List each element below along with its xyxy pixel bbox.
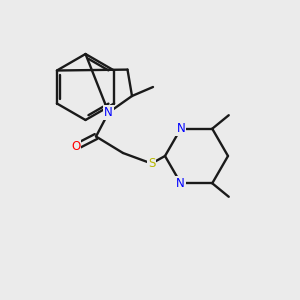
Text: S: S [148, 157, 155, 170]
Text: N: N [176, 177, 185, 190]
Text: N: N [104, 106, 113, 119]
Text: N: N [176, 122, 185, 135]
Text: O: O [71, 140, 80, 154]
